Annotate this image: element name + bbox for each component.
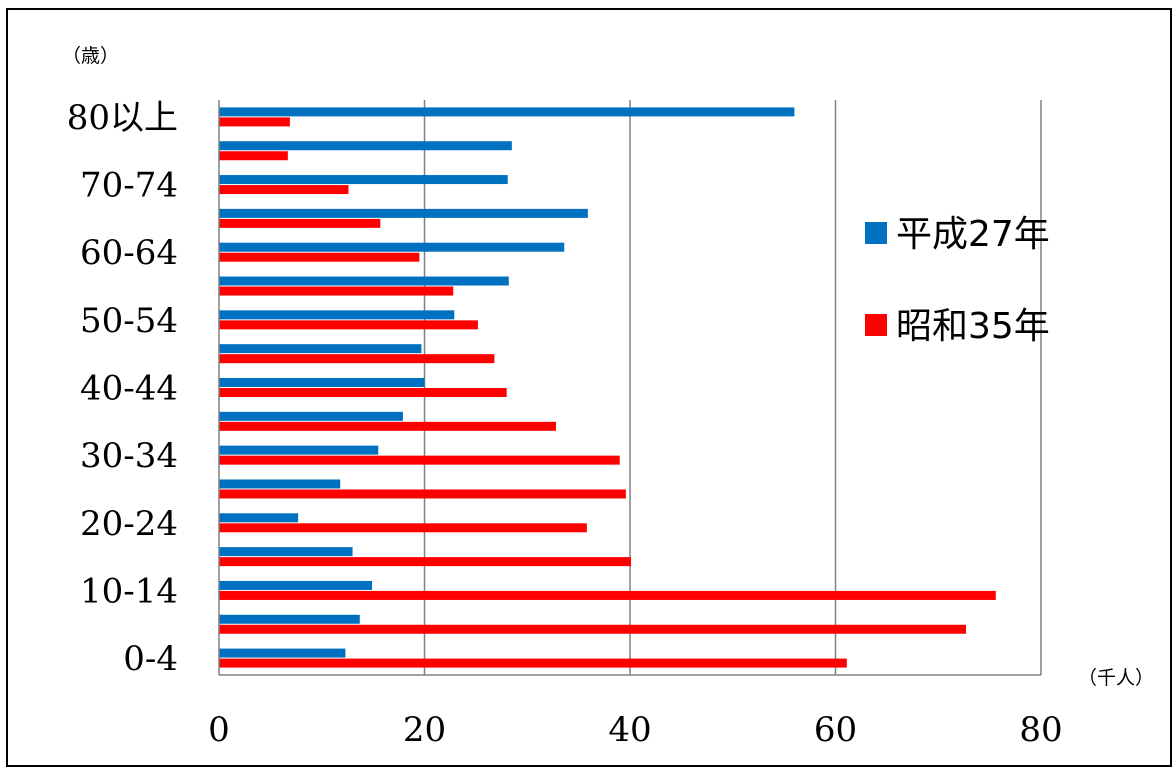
bar-heisei27-75-79	[219, 141, 512, 151]
y-tick-label: 60-64	[80, 233, 178, 273]
bar-showa35-45-49	[219, 354, 495, 364]
x-tick-label: 0	[208, 710, 230, 750]
bar-showa35-80以上	[219, 117, 290, 127]
y-unit-label: （歳）	[62, 45, 119, 67]
x-tick-label: 60	[814, 710, 857, 750]
y-tick-label: 0-4	[123, 639, 178, 679]
y-tick-label: 20-24	[80, 504, 178, 544]
bar-showa35-25-29	[219, 489, 626, 499]
bar-showa35-70-74	[219, 185, 349, 195]
bar-heisei27-25-29	[219, 479, 341, 489]
x-tick-labels: 0 20 40 60 80	[208, 710, 1062, 750]
bar-showa35-20-24	[219, 523, 587, 533]
bar-heisei27-5-9	[219, 614, 360, 624]
bar-heisei27-70-74	[219, 175, 508, 185]
x-tick-label: 80	[1019, 710, 1062, 750]
bar-heisei27-15-19	[219, 547, 353, 557]
y-tick-label: 40-44	[80, 369, 178, 409]
x-tick-label: 20	[403, 710, 446, 750]
x-tick-label: 40	[608, 710, 651, 750]
bar-showa35-75-79	[219, 151, 288, 161]
y-tick-label: 80以上	[67, 98, 178, 138]
gridlines	[423, 100, 1042, 675]
legend: 平成27年 昭和35年	[865, 214, 1050, 347]
bar-heisei27-30-34	[219, 445, 379, 455]
bar-showa35-40-44	[219, 388, 507, 397]
bar-showa35-0-4	[219, 658, 847, 668]
legend-label-showa35: 昭和35年	[896, 306, 1050, 347]
legend-label-heisei27: 平成27年	[896, 214, 1050, 255]
bar-showa35-50-54	[219, 320, 478, 330]
bar-showa35-5-9	[219, 624, 966, 634]
bar-heisei27-40-44	[219, 378, 425, 387]
axes	[218, 100, 1041, 676]
legend-swatch-heisei27	[865, 222, 887, 244]
bar-heisei27-65-69	[219, 208, 588, 218]
bar-heisei27-45-49	[219, 344, 422, 354]
bar-showa35-55-59	[219, 286, 454, 296]
bar-heisei27-0-4	[219, 648, 346, 658]
bar-showa35-60-64	[219, 252, 420, 262]
bar-showa35-65-69	[219, 218, 381, 228]
y-tick-label: 70-74	[80, 166, 178, 206]
bar-heisei27-50-54	[219, 310, 455, 320]
bar-heisei27-35-39	[219, 411, 403, 421]
bar-heisei27-20-24	[219, 513, 299, 523]
bar-heisei27-10-14	[219, 580, 373, 590]
y-tick-labels: 0-4 10-14 20-24 30-34 40-44 50-54 60-64 70-74 80…	[67, 98, 178, 679]
bar-showa35-30-34	[219, 455, 620, 465]
bar-showa35-15-19	[219, 557, 632, 567]
bar-heisei27-60-64	[219, 242, 565, 252]
bar-showa35-35-39	[219, 421, 557, 431]
legend-swatch-showa35	[865, 314, 887, 336]
bars	[219, 107, 996, 668]
chart-frame	[6, 8, 1172, 767]
x-unit-label: （千人）	[1078, 667, 1154, 689]
y-tick-label: 10-14	[80, 571, 178, 611]
y-tick-label: 50-54	[80, 301, 178, 341]
bar-showa35-10-14	[219, 590, 996, 600]
bar-heisei27-80以上	[219, 107, 795, 117]
bar-heisei27-55-59	[219, 276, 509, 286]
y-tick-label: 30-34	[80, 436, 178, 476]
